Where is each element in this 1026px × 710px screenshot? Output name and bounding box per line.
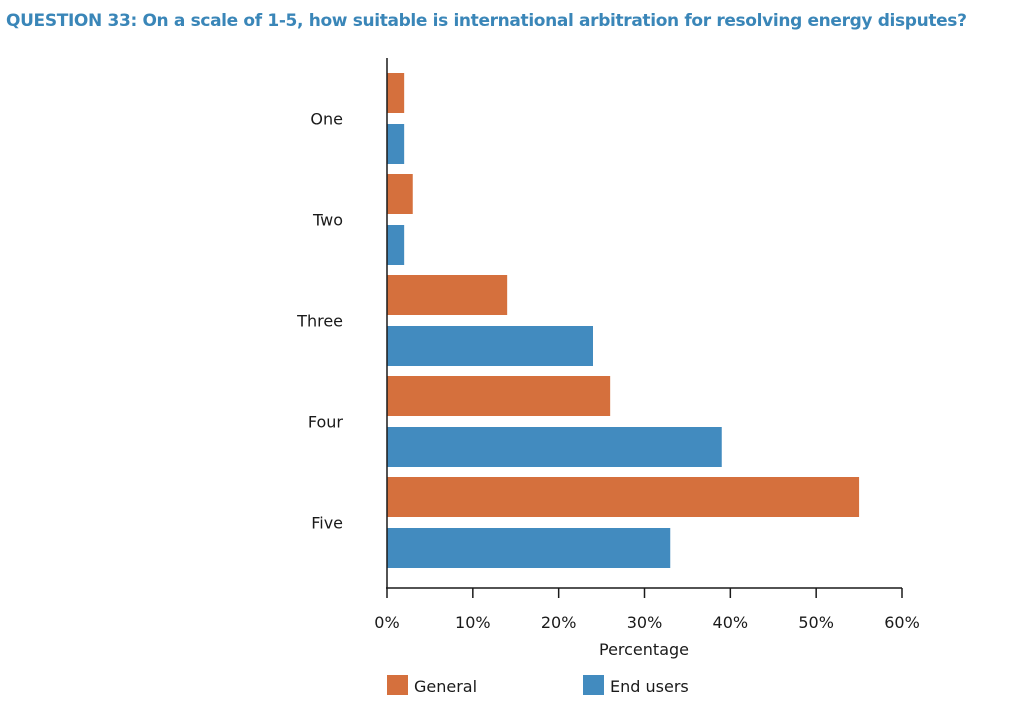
- x-ticks: 0% 10% 20% 30% 40% 50% 60%: [374, 588, 920, 632]
- legend-label-end-users: End users: [610, 677, 689, 696]
- x-tick-label: 30%: [627, 613, 663, 632]
- legend: General End users: [387, 675, 689, 696]
- category-label-three: Three: [296, 312, 343, 331]
- x-axis-label: Percentage: [599, 640, 689, 659]
- bar-two-end-users: [387, 225, 405, 265]
- x-tick-label: 20%: [541, 613, 577, 632]
- bar-four-general: [387, 376, 611, 416]
- bar-five-general: [387, 477, 860, 517]
- category-label-four: Four: [308, 413, 344, 432]
- bar-two-general: [387, 174, 413, 214]
- chart-title: QUESTION 33: On a scale of 1-5, how suit…: [6, 11, 967, 31]
- bar-three-end-users: [387, 326, 593, 366]
- bar-one-general: [387, 73, 405, 113]
- legend-label-general: General: [414, 677, 477, 696]
- x-tick-label: 10%: [455, 613, 491, 632]
- x-tick-label: 60%: [884, 613, 920, 632]
- category-labels: One Two Three Four Five: [296, 110, 343, 533]
- bars-layer: [387, 73, 860, 568]
- legend-swatch-general: [387, 675, 408, 695]
- legend-swatch-end-users: [583, 675, 604, 695]
- category-label-two: Two: [312, 211, 343, 230]
- x-tick-label: 0%: [374, 613, 399, 632]
- bar-three-general: [387, 275, 508, 315]
- x-tick-label: 40%: [713, 613, 749, 632]
- x-tick-label: 50%: [798, 613, 834, 632]
- category-label-five: Five: [311, 514, 343, 533]
- bar-four-end-users: [387, 427, 722, 467]
- bar-one-end-users: [387, 124, 405, 164]
- category-label-one: One: [310, 110, 343, 129]
- bar-five-end-users: [387, 528, 671, 568]
